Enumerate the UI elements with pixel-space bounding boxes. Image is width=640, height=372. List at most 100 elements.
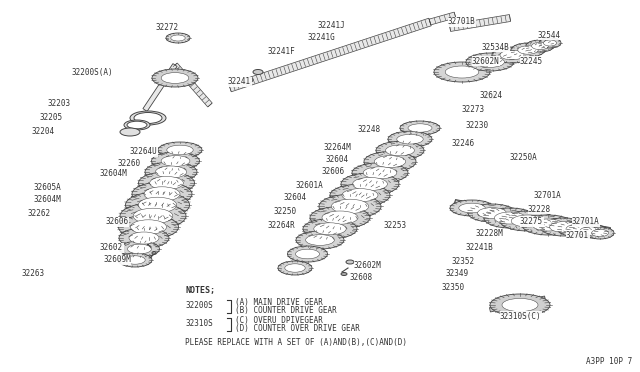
Ellipse shape (518, 46, 538, 54)
Text: 32602N: 32602N (472, 57, 500, 65)
Ellipse shape (400, 121, 440, 135)
Text: 32310S: 32310S (185, 320, 212, 328)
Text: 32241G: 32241G (308, 33, 336, 42)
Ellipse shape (484, 208, 536, 228)
Ellipse shape (118, 253, 152, 267)
Text: 32228: 32228 (528, 205, 551, 214)
Ellipse shape (120, 203, 186, 229)
Text: 32230: 32230 (466, 122, 489, 131)
Ellipse shape (434, 62, 490, 82)
Ellipse shape (532, 219, 564, 231)
Text: 32248: 32248 (358, 125, 381, 135)
Ellipse shape (540, 218, 588, 236)
Text: 32701: 32701 (566, 231, 589, 240)
Ellipse shape (167, 145, 193, 155)
Ellipse shape (310, 206, 370, 229)
Text: PLEASE REPLACE WITH A SET OF (A)AND(B),(C)AND(D): PLEASE REPLACE WITH A SET OF (A)AND(B),(… (185, 337, 407, 346)
Ellipse shape (374, 155, 406, 168)
Ellipse shape (296, 249, 319, 259)
Ellipse shape (124, 120, 150, 130)
Text: 32241B: 32241B (465, 244, 493, 253)
Ellipse shape (132, 182, 192, 206)
Ellipse shape (303, 219, 357, 239)
Text: 32608: 32608 (350, 273, 373, 282)
Ellipse shape (484, 93, 496, 99)
Ellipse shape (376, 141, 424, 159)
Ellipse shape (332, 199, 369, 214)
Text: 32701B: 32701B (448, 17, 476, 26)
Text: 32275: 32275 (520, 218, 543, 227)
Ellipse shape (152, 152, 200, 170)
Text: 32205: 32205 (40, 113, 63, 122)
Ellipse shape (346, 260, 354, 264)
Ellipse shape (330, 184, 390, 206)
Polygon shape (228, 18, 431, 92)
Ellipse shape (526, 40, 554, 52)
Ellipse shape (566, 224, 590, 234)
Ellipse shape (152, 251, 156, 254)
Text: 32228M: 32228M (476, 230, 504, 238)
Ellipse shape (138, 172, 195, 194)
Ellipse shape (490, 294, 550, 316)
Text: 32604M: 32604M (100, 170, 128, 179)
Ellipse shape (314, 223, 346, 235)
Text: 32250A: 32250A (509, 154, 537, 163)
Text: 32624: 32624 (480, 90, 503, 99)
Ellipse shape (475, 60, 485, 64)
Ellipse shape (466, 53, 514, 71)
Ellipse shape (494, 212, 525, 224)
Text: 32260: 32260 (118, 160, 141, 169)
Ellipse shape (492, 47, 532, 63)
Ellipse shape (145, 246, 151, 248)
Text: (D) COUNTER OVER DRIVE GEAR: (D) COUNTER OVER DRIVE GEAR (235, 324, 360, 334)
Ellipse shape (134, 112, 162, 124)
Text: 32263: 32263 (22, 269, 45, 279)
Ellipse shape (127, 244, 152, 254)
Text: 32604M: 32604M (34, 196, 61, 205)
Text: 32609M: 32609M (103, 256, 131, 264)
Text: 32602M: 32602M (354, 260, 381, 269)
Text: 32241: 32241 (228, 77, 251, 87)
Ellipse shape (161, 73, 189, 83)
Ellipse shape (477, 208, 506, 218)
Polygon shape (454, 199, 611, 232)
Ellipse shape (364, 152, 416, 171)
Ellipse shape (550, 222, 579, 232)
Ellipse shape (319, 195, 381, 218)
Text: 32253: 32253 (383, 221, 406, 230)
Ellipse shape (502, 298, 538, 312)
Ellipse shape (171, 35, 185, 41)
Polygon shape (454, 40, 559, 77)
Ellipse shape (129, 232, 159, 244)
Text: 32264U: 32264U (130, 148, 157, 157)
Ellipse shape (388, 131, 432, 147)
Ellipse shape (522, 215, 574, 235)
Text: 32246: 32246 (452, 140, 475, 148)
Ellipse shape (125, 256, 145, 264)
Ellipse shape (591, 230, 609, 237)
Ellipse shape (158, 142, 202, 158)
Ellipse shape (450, 200, 494, 216)
Ellipse shape (511, 43, 545, 57)
Text: (A) MAIN DRIVE GEAR: (A) MAIN DRIVE GEAR (235, 298, 323, 307)
Ellipse shape (144, 187, 180, 201)
Ellipse shape (243, 77, 253, 83)
Ellipse shape (287, 246, 328, 262)
Polygon shape (454, 200, 611, 232)
Ellipse shape (468, 204, 516, 222)
Polygon shape (490, 296, 545, 312)
Ellipse shape (322, 211, 358, 224)
Ellipse shape (156, 166, 187, 178)
Ellipse shape (127, 121, 147, 129)
Polygon shape (429, 12, 456, 25)
Text: 32264M: 32264M (323, 144, 351, 153)
Ellipse shape (352, 163, 408, 183)
Ellipse shape (511, 215, 545, 227)
Ellipse shape (364, 167, 397, 179)
Text: 32601A: 32601A (295, 180, 323, 189)
Ellipse shape (342, 189, 378, 202)
Text: 32350: 32350 (441, 282, 464, 292)
Text: A3PP 10P 7: A3PP 10P 7 (586, 357, 632, 366)
Text: 32245: 32245 (520, 57, 543, 65)
Text: 32606: 32606 (105, 218, 128, 227)
